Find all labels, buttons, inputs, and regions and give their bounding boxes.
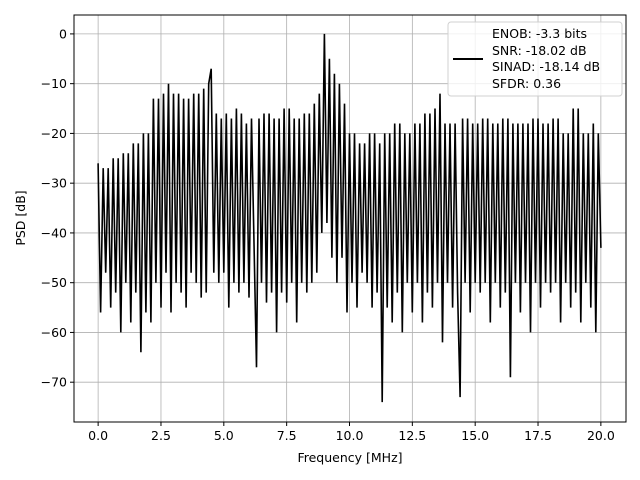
y-tick-label: −20 (41, 126, 67, 141)
x-tick-label: 2.5 (151, 428, 171, 443)
x-tick-label: 12.5 (398, 428, 426, 443)
psd-trace (97, 33, 602, 403)
x-tick-label: 10.0 (336, 428, 364, 443)
axes-frame (73, 14, 627, 423)
y-tick-label: −10 (41, 76, 67, 91)
legend-sinad: SINAD: -18.14 dB (492, 59, 600, 74)
legend-snr: SNR: -18.02 dB (492, 43, 587, 58)
x-tick-label: 5.0 (214, 428, 234, 443)
x-axis-label: Frequency [MHz] (297, 450, 402, 465)
y-tick-label: −70 (41, 375, 67, 390)
x-tick-label: 0.0 (88, 428, 108, 443)
legend-box (447, 21, 623, 97)
legend-sfdr: SFDR: 0.36 (492, 76, 561, 91)
y-tick-label: −50 (41, 275, 67, 290)
psd-line (97, 33, 602, 403)
x-tick-label: 7.5 (277, 428, 297, 443)
y-axis-label: PSD [dB] (13, 190, 28, 245)
x-axis: 0.0 2.5 5.0 7.5 10.0 12.5 15.0 17.5 20.0 (88, 422, 615, 443)
y-tick-label: −30 (41, 176, 67, 191)
y-tick-label: −60 (41, 325, 67, 340)
legend-enob: ENOB: -3.3 bits (492, 26, 587, 41)
legend: ENOB: -3.3 bits SNR: -18.02 dB SINAD: -1… (447, 21, 623, 97)
x-tick-label: 17.5 (524, 428, 552, 443)
y-tick-label: −40 (41, 225, 67, 240)
y-tick-label: 0 (59, 26, 67, 41)
x-tick-label: 15.0 (461, 428, 489, 443)
x-tick-label: 20.0 (587, 428, 615, 443)
y-axis: 0 −10 −20 −30 −40 −50 −60 −70 (41, 26, 74, 390)
